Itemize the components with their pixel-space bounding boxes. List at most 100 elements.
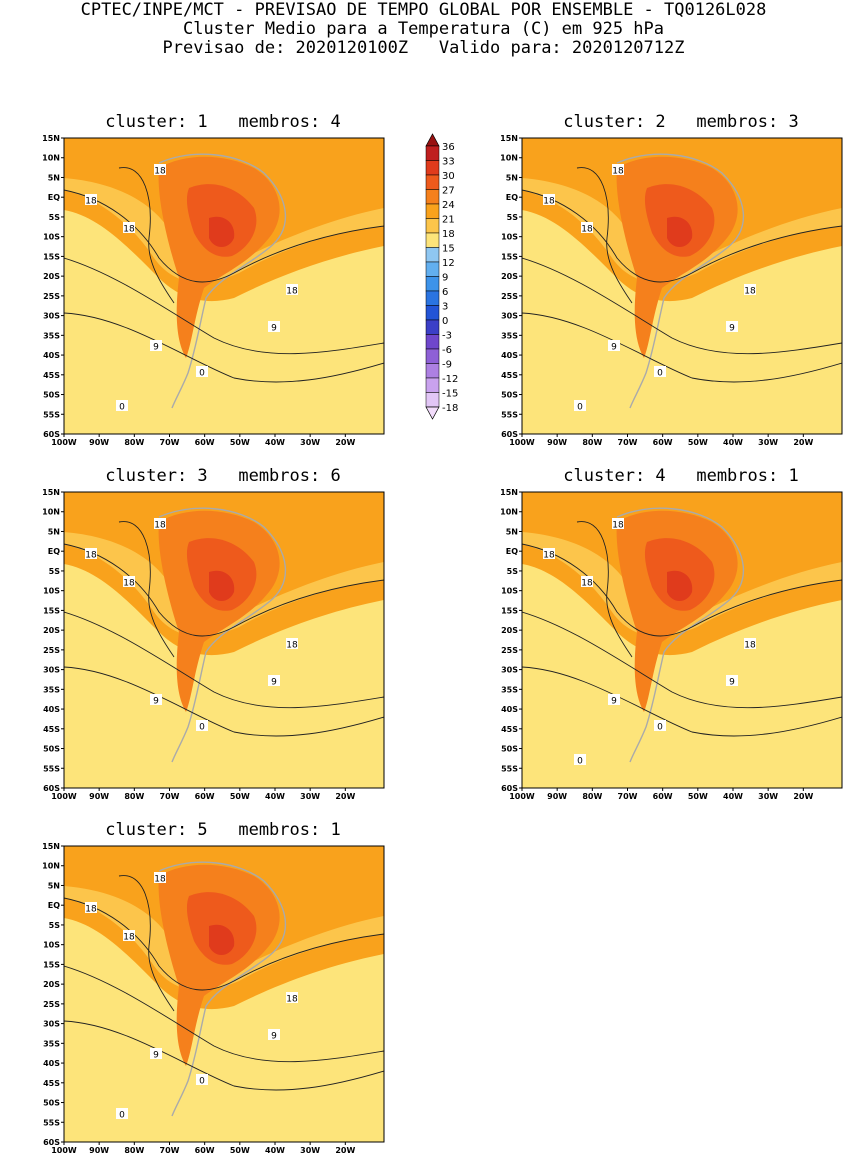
lat-tick-label: 50S (43, 1099, 60, 1108)
map-panel-3: 18 18 18 18 9 9 0 15N 10N 5N EQ 5S 10S 15S 20S 25S 30S 35… (42, 488, 385, 801)
colorbar-label: 24 (442, 200, 455, 211)
isotherm-label: 18 (612, 521, 624, 531)
colorbar-swatch (425, 319, 440, 335)
isotherm (576, 167, 633, 304)
isotherm-label-box (574, 400, 586, 411)
isotherm (522, 611, 842, 709)
isotherm-label-box (543, 548, 555, 559)
colorbar-arrow-bottom (425, 406, 440, 420)
isotherm-label-box (150, 1048, 162, 1059)
lat-tick-label: 5S (49, 567, 61, 576)
header-subtitle: Cluster Medio para a Temperatura (C) em … (182, 19, 665, 39)
isotherm-label: 18 (85, 905, 97, 915)
colorbar-swatch (425, 261, 440, 277)
isotherm-label: 0 (199, 1077, 205, 1087)
isotherm (64, 1020, 384, 1091)
lon-tick-label: 40W (723, 438, 743, 447)
lon-tick-label: 80W (582, 438, 602, 447)
coastline (158, 507, 286, 763)
lat-tick-label: 35S (43, 331, 60, 340)
lat-tick-label: 25S (501, 292, 518, 301)
isotherm-label-box (574, 754, 586, 765)
lat-tick-label: 55S (43, 410, 60, 419)
lat-tick-label: 5N (506, 527, 518, 536)
isotherm-label: 0 (119, 403, 125, 413)
isotherm-label-box (286, 638, 298, 649)
coastline (158, 861, 286, 1117)
lat-tick-label: 60S (43, 1138, 60, 1147)
lat-tick-label: 55S (43, 1118, 60, 1127)
isotherm-label-box (268, 675, 280, 686)
lat-tick-label: 20S (501, 626, 518, 635)
isotherm-label: 0 (199, 369, 205, 379)
isotherm (522, 312, 842, 383)
colorbar-swatch (425, 232, 440, 248)
lat-tick-label: 5N (48, 173, 60, 182)
colorbar-label: -3 (442, 331, 452, 342)
colorbar-label: 21 (442, 215, 455, 226)
lat-tick-label: 25S (43, 292, 60, 301)
lat-tick-label: 45S (43, 1079, 60, 1088)
isotherm (64, 666, 384, 737)
isotherm-label: 18 (286, 641, 298, 651)
isotherm (522, 189, 842, 283)
temperature-band (64, 564, 384, 788)
map-frame (521, 491, 843, 789)
lon-tick-label: 60W (653, 438, 673, 447)
colorbar-swatch (425, 377, 440, 393)
lon-tick-label: 100W (509, 792, 535, 801)
isotherm-label: 18 (154, 167, 166, 177)
isotherm-label: 0 (577, 403, 583, 413)
isotherm-label-box (196, 366, 208, 377)
colorbar-swatch (425, 203, 440, 219)
colorbar-label: 6 (442, 287, 448, 298)
colorbar-label: 30 (442, 171, 455, 182)
lat-tick-label: EQ (506, 193, 518, 202)
lat-tick-label: 10N (500, 508, 518, 517)
lat-tick-label: 40S (501, 705, 518, 714)
colorbar-swatch (425, 145, 440, 161)
isotherm-label-box (196, 1074, 208, 1085)
lat-tick-label: 20S (43, 626, 60, 635)
lon-tick-label: 50W (230, 438, 250, 447)
lat-tick-label: 10N (42, 154, 60, 163)
colorbar-swatch (425, 363, 440, 379)
isotherm-label: 0 (657, 723, 663, 733)
lon-tick-label: 40W (723, 792, 743, 801)
lon-tick-label: 40W (265, 438, 285, 447)
isotherm-label: 18 (286, 287, 298, 297)
lon-tick-label: 90W (89, 792, 109, 801)
lat-tick-label: 10S (501, 587, 518, 596)
isotherm-label: 9 (271, 678, 277, 688)
isotherm-label: 18 (581, 225, 593, 235)
isotherm-label-box (154, 872, 166, 883)
temperature-band (64, 918, 384, 1142)
isotherm (118, 521, 175, 658)
isotherm-label-box (85, 194, 97, 205)
lat-tick-label: 20S (501, 272, 518, 281)
isotherm-label-box (744, 638, 756, 649)
lon-tick-label: 50W (688, 792, 708, 801)
colorbar-swatch (425, 247, 440, 263)
isotherm (64, 611, 384, 709)
isotherm-label: 9 (729, 324, 735, 334)
temperature-band (209, 570, 235, 601)
header-title: CPTEC/INPE/MCT - PREVISAO DE TEMPO GLOBA… (80, 0, 767, 20)
lat-tick-label: 30S (501, 666, 518, 675)
lat-tick-label: 50S (43, 391, 60, 400)
lat-tick-label: 10S (501, 233, 518, 242)
lon-tick-label: 30W (300, 792, 320, 801)
isotherm-label-box (268, 1029, 280, 1040)
colorbar-swatch (425, 174, 440, 190)
isotherm-label: 9 (729, 678, 735, 688)
colorbar-label: 0 (442, 316, 448, 327)
isotherm (576, 521, 633, 658)
map-panel-1: 18 18 18 18 9 9 0 0 15N 10N 5N EQ 5S 10S 15S 20S 25S 30S 3… (42, 134, 385, 447)
isotherm-label-box (154, 164, 166, 175)
lat-tick-label: EQ (48, 193, 60, 202)
lat-tick-label: 25S (501, 646, 518, 655)
lon-tick-label: 30W (758, 792, 778, 801)
temperature-band (522, 564, 842, 788)
lat-tick-label: 55S (43, 764, 60, 773)
lat-tick-label: EQ (48, 547, 60, 556)
